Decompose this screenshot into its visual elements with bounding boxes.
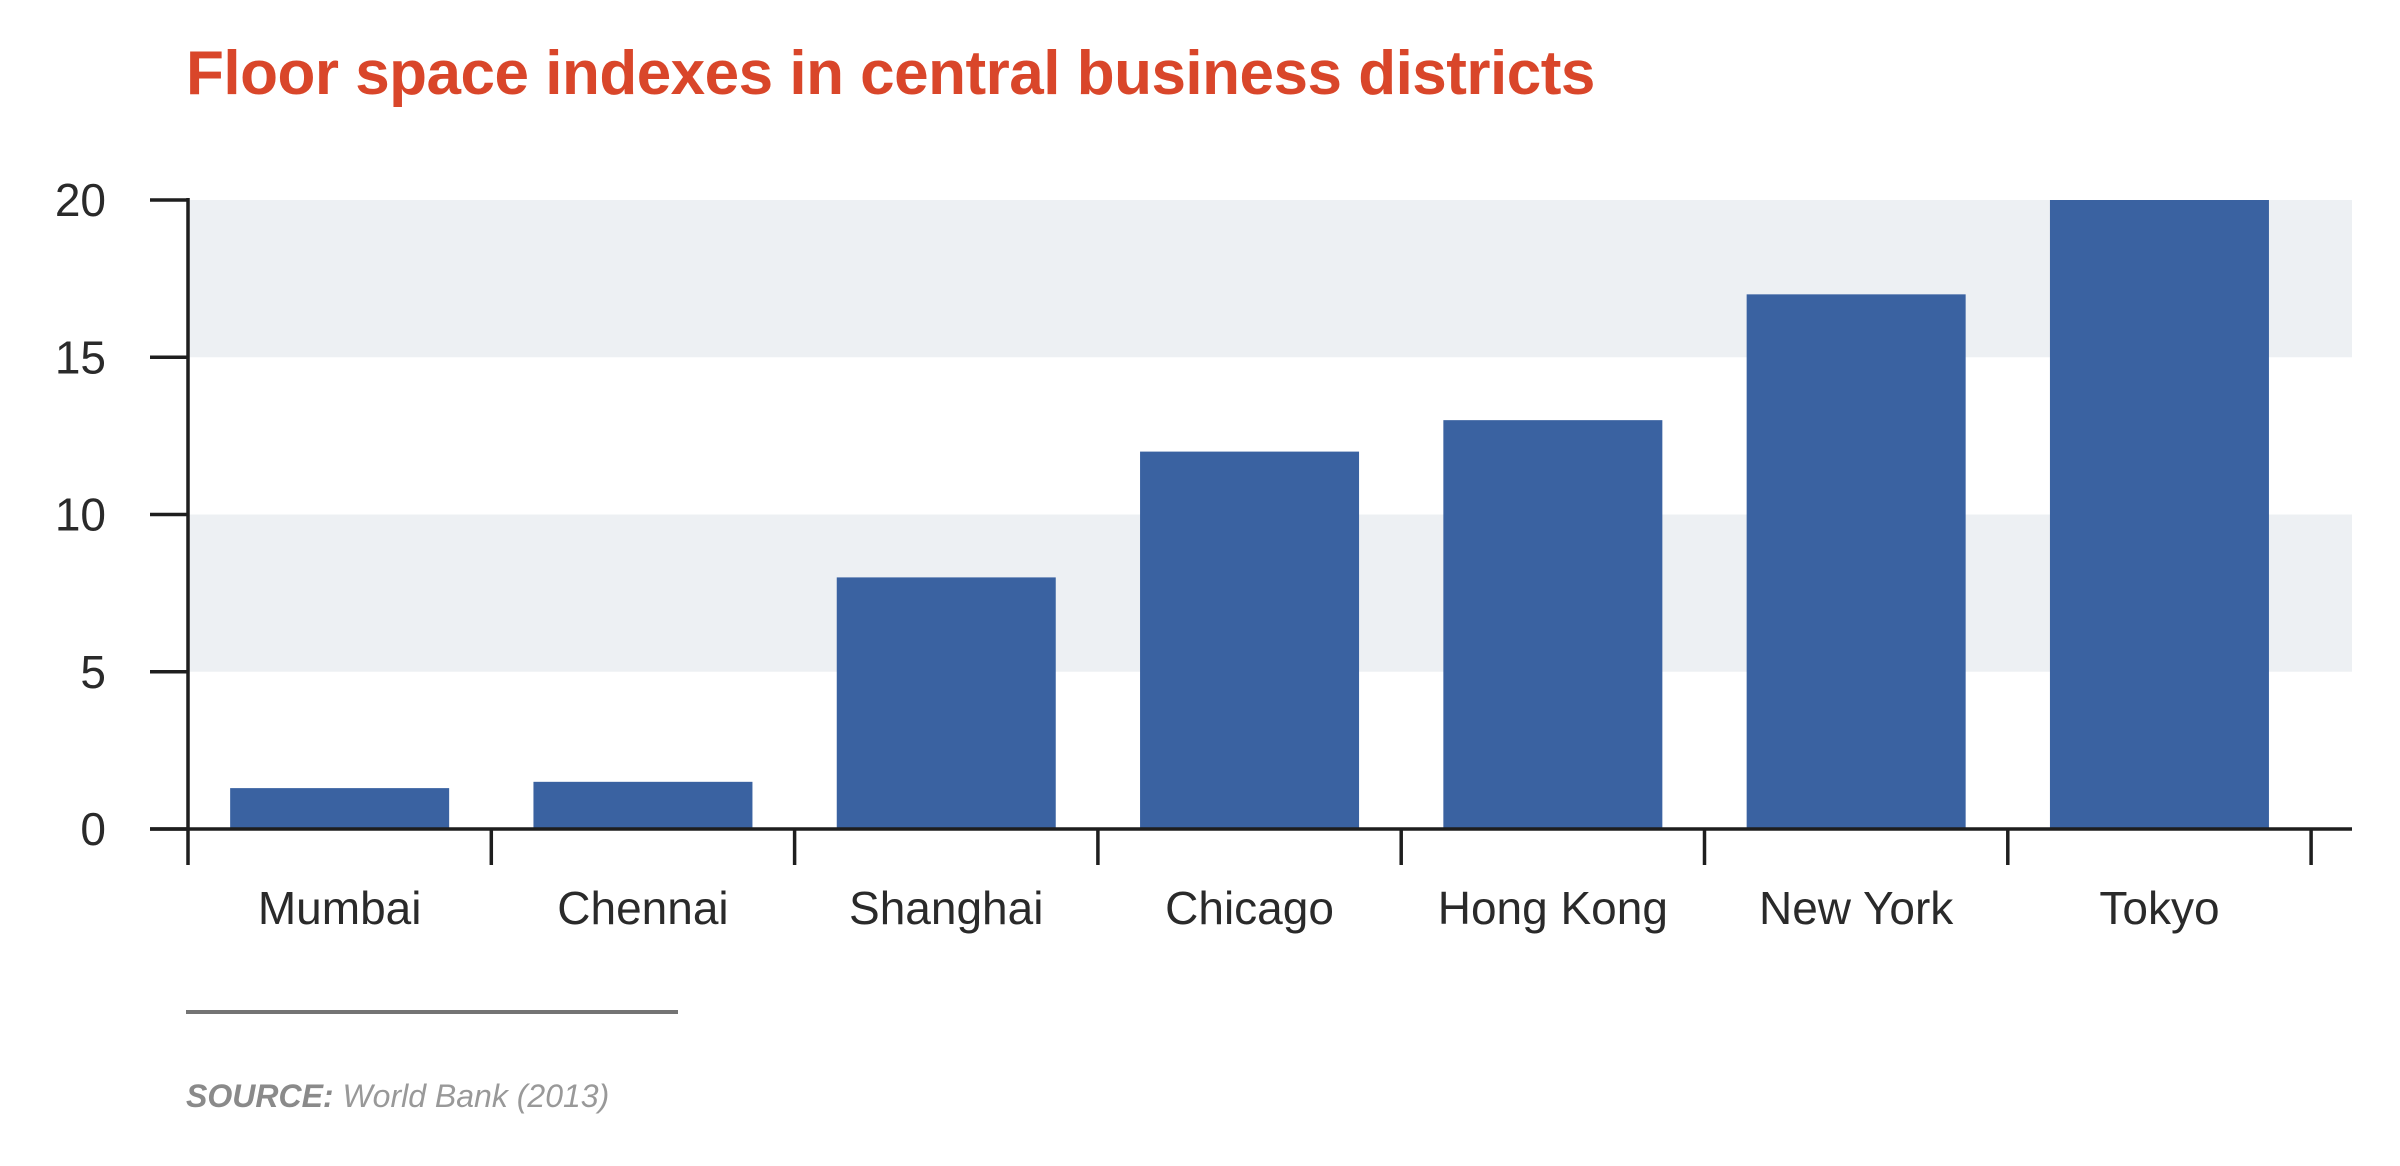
- x-tick-label: Mumbai: [258, 882, 422, 934]
- bar-tokyo: [2049, 200, 2269, 829]
- y-tick-label: 10: [55, 489, 106, 541]
- x-tick-label: Chennai: [557, 882, 728, 934]
- y-tick-label: 15: [55, 331, 106, 383]
- chart-title: Floor space indexes in central business …: [186, 39, 1595, 108]
- y-tick-labels: 0 5 10 15 20: [55, 174, 106, 855]
- bar-hong-kong: [1443, 420, 1663, 829]
- x-tick-label: Shanghai: [849, 882, 1043, 934]
- bar-mumbai: [230, 788, 450, 829]
- y-tick-label: 5: [80, 646, 106, 698]
- x-tick-label: Tokyo: [2099, 882, 2219, 934]
- y-tick-label: 20: [55, 174, 106, 226]
- source-label: SOURCE:: [186, 1078, 334, 1114]
- source-note: SOURCE: World Bank (2013): [186, 1078, 609, 1115]
- x-tick-labels: Mumbai Chennai Shanghai Chicago Hong Kong New…: [258, 882, 2220, 934]
- bar-shanghai: [836, 577, 1056, 829]
- source-divider: [186, 1010, 678, 1014]
- bar-chicago: [1140, 451, 1360, 829]
- source-text: World Bank (2013): [342, 1078, 610, 1114]
- x-tick-label: New York: [1759, 882, 1954, 934]
- x-tick-label: Hong Kong: [1438, 882, 1668, 934]
- bar-chennai: [533, 781, 753, 829]
- bar-new-york: [1746, 294, 1966, 830]
- axes: [150, 198, 2352, 865]
- bar-series: [230, 200, 2269, 830]
- x-tick-label: Chicago: [1165, 882, 1334, 934]
- grid-band: [188, 200, 2352, 358]
- y-tick-label: 0: [80, 803, 106, 855]
